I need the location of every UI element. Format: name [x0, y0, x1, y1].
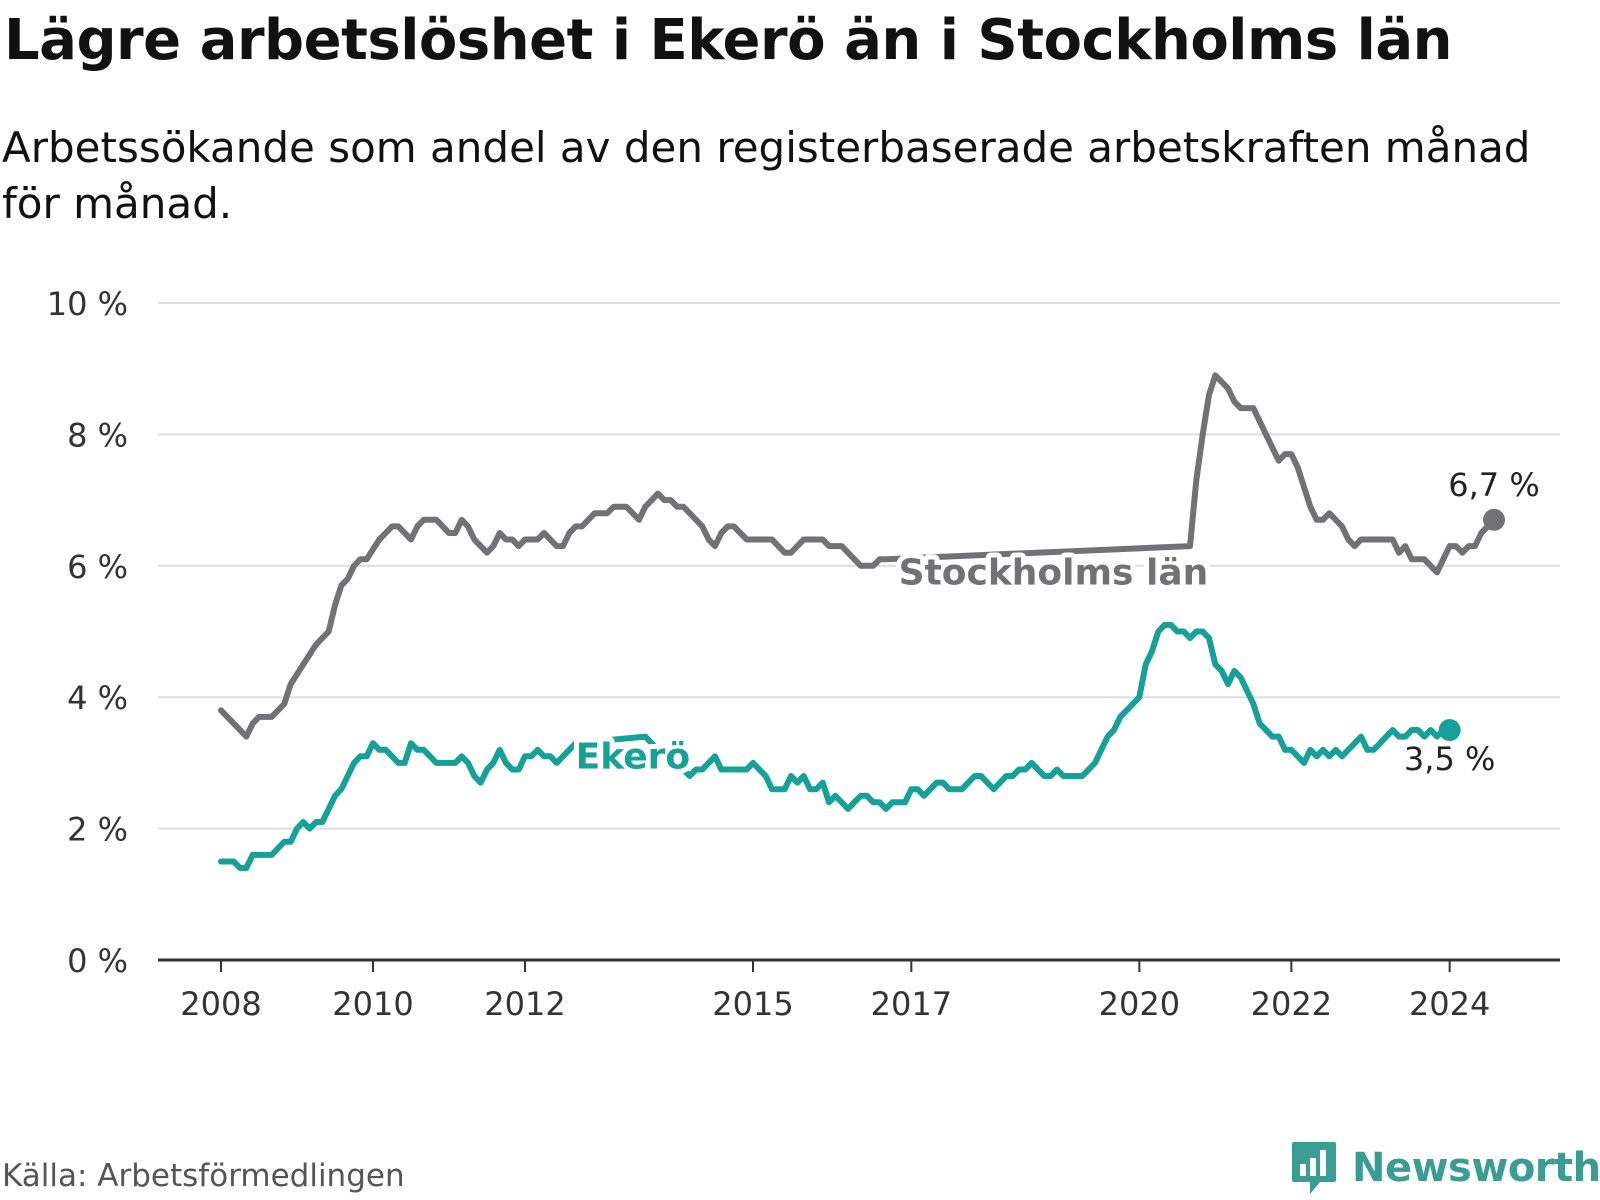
chart-title: Lägre arbetslöshet i Ekerö än i Stockhol… [4, 8, 1453, 73]
series-end-label: 3,5 % [1404, 740, 1495, 778]
brand[interactable]: Newsworthy [1290, 1140, 1600, 1196]
y-tick-label: 0 % [67, 942, 128, 980]
x-tick-label: 2008 [180, 985, 261, 1023]
series-name-label: Ekerö [576, 736, 690, 777]
y-tick-label: 2 % [67, 811, 128, 849]
series-end-point [1438, 719, 1461, 742]
y-tick-label: 8 % [67, 416, 128, 454]
y-tick-label: 4 % [67, 679, 128, 717]
series-name-halo: Ekerö [576, 736, 690, 777]
x-tick-label: 2022 [1251, 985, 1332, 1023]
series-name-label: Stockholms län [899, 552, 1209, 593]
x-tick-label: 2017 [871, 985, 952, 1023]
newsworthy-logo-icon [1292, 1142, 1336, 1194]
y-tick-label: 10 % [47, 285, 128, 323]
series-line-stockholms-lan [218, 372, 1497, 740]
brand-name: Newsworthy [1352, 1145, 1600, 1191]
series-end-point [1483, 508, 1505, 531]
y-tick-label: 6 % [67, 548, 128, 586]
x-tick-label: 2024 [1409, 985, 1490, 1023]
series-name-halo: Stockholms län [899, 552, 1209, 593]
series-line-ekero [218, 621, 1453, 871]
x-tick-label: 2015 [712, 985, 793, 1023]
chart-subtitle: Arbetssökande som andel av den registerb… [2, 123, 1531, 228]
series-end-label: 6,7 % [1448, 466, 1539, 504]
x-tick-label: 2012 [484, 985, 565, 1023]
x-tick-label: 2020 [1099, 985, 1180, 1023]
source-note: Källa: Arbetsförmedlingen [2, 1158, 405, 1194]
x-tick-label: 2010 [332, 985, 413, 1023]
